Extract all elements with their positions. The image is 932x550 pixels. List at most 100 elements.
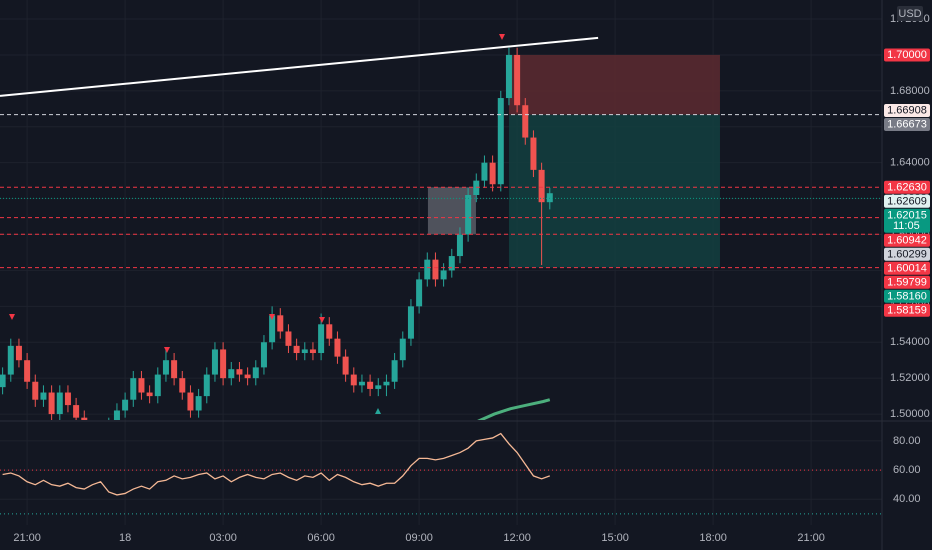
price-label-bg xyxy=(884,261,930,275)
candle-body xyxy=(440,270,447,280)
candle-body xyxy=(220,349,227,379)
candle-body xyxy=(0,374,6,388)
x-tick-label: 06:00 xyxy=(307,532,335,544)
rsi-line xyxy=(2,432,550,496)
y-tick-label: 1.54000 xyxy=(890,336,930,348)
price-axis: 1.500001.520001.540001.560001.580001.600… xyxy=(884,13,930,505)
price-label: 1.59799 xyxy=(887,276,927,288)
price-label: 1.62630 xyxy=(887,181,927,193)
pivot-low xyxy=(375,408,381,414)
candle-body xyxy=(473,180,480,196)
candle-body xyxy=(293,345,300,354)
candle-body xyxy=(228,369,235,379)
candle-body xyxy=(358,381,365,386)
candle-body xyxy=(481,162,488,181)
candle-body xyxy=(146,392,153,397)
candle-body xyxy=(244,374,251,379)
price-label: 1.62609 xyxy=(887,195,927,207)
y-tick-label: 1.50000 xyxy=(890,408,930,420)
candle-body xyxy=(211,349,218,375)
candle-body xyxy=(48,392,55,415)
x-tick-label: 21:00 xyxy=(797,532,825,544)
price-label-bg xyxy=(884,275,930,289)
position-box xyxy=(508,54,720,115)
candle-body xyxy=(236,369,243,375)
price-label: 1.60942 xyxy=(887,234,927,246)
price-label-bg xyxy=(884,303,930,317)
candle-body xyxy=(326,324,333,339)
currency-badge xyxy=(897,6,923,21)
price-label-bg xyxy=(884,247,930,261)
rsi-tick-label: 40.00 xyxy=(893,493,921,505)
candle-body xyxy=(375,385,382,389)
candle-body xyxy=(40,392,47,400)
candle-body xyxy=(179,378,186,393)
rsi-tick-label: 80.00 xyxy=(893,435,921,447)
candle-body xyxy=(416,279,423,307)
candle-body xyxy=(530,137,537,170)
trendline xyxy=(0,36,599,97)
countdown: 11:05 xyxy=(893,220,920,232)
x-tick-label: 18 xyxy=(119,532,131,544)
price-label: 1.66673 xyxy=(887,119,927,131)
candle-body xyxy=(154,374,161,397)
candle-body xyxy=(56,392,63,415)
price-label: 1.62015 xyxy=(887,209,927,221)
candle-body xyxy=(285,331,292,346)
price-pane xyxy=(0,36,720,420)
candle-body xyxy=(7,345,14,375)
candle-body xyxy=(514,54,521,106)
candle-body xyxy=(269,315,276,343)
candle-body xyxy=(162,360,169,375)
candle-body xyxy=(171,360,178,379)
pivot-markers xyxy=(9,34,505,414)
candle-body xyxy=(122,399,129,411)
price-label-bg xyxy=(884,48,930,62)
candle-body xyxy=(334,338,341,357)
candle-body xyxy=(383,381,390,386)
price-label: 1.66908 xyxy=(887,105,927,117)
candle-body xyxy=(309,349,316,354)
price-label-bg xyxy=(884,103,930,117)
price-label-bg xyxy=(884,289,930,303)
candle-body xyxy=(407,306,414,339)
currency: USD xyxy=(898,8,921,20)
candle-body xyxy=(497,98,504,185)
x-tick-label: 12:00 xyxy=(503,532,531,544)
x-tick-label: 15:00 xyxy=(601,532,629,544)
candle-body xyxy=(367,381,374,389)
rsi-tick-label: 60.00 xyxy=(893,464,921,476)
candle-body xyxy=(432,259,439,280)
pivot-high xyxy=(164,347,170,353)
candle-body xyxy=(81,417,88,420)
candle-body xyxy=(424,259,431,280)
candle-body xyxy=(260,342,267,368)
candle-body xyxy=(522,105,529,138)
pivot-high xyxy=(499,34,505,40)
candle-body xyxy=(203,374,210,397)
candle-body xyxy=(546,193,553,203)
x-tick-label: 09:00 xyxy=(405,532,433,544)
pivot-high xyxy=(269,314,275,320)
candle-body xyxy=(456,234,463,257)
candle-body xyxy=(350,374,357,386)
candle-body xyxy=(24,360,31,382)
candle-body xyxy=(64,392,71,406)
candle-body xyxy=(195,396,202,411)
candle-body xyxy=(15,345,22,361)
price-label-bg xyxy=(884,117,930,131)
price-label-bg xyxy=(884,194,930,208)
price-label: 1.60014 xyxy=(887,262,927,274)
candle-body xyxy=(489,162,496,185)
candle-body xyxy=(505,54,512,99)
price-label-bg xyxy=(884,208,930,233)
candle-body xyxy=(448,256,455,271)
candle-body xyxy=(277,315,284,332)
candle-body xyxy=(538,169,545,203)
candle-body xyxy=(301,349,308,354)
y-tick-label: 1.64000 xyxy=(890,157,930,169)
pivot-high xyxy=(9,314,15,320)
candle-body xyxy=(391,360,398,382)
